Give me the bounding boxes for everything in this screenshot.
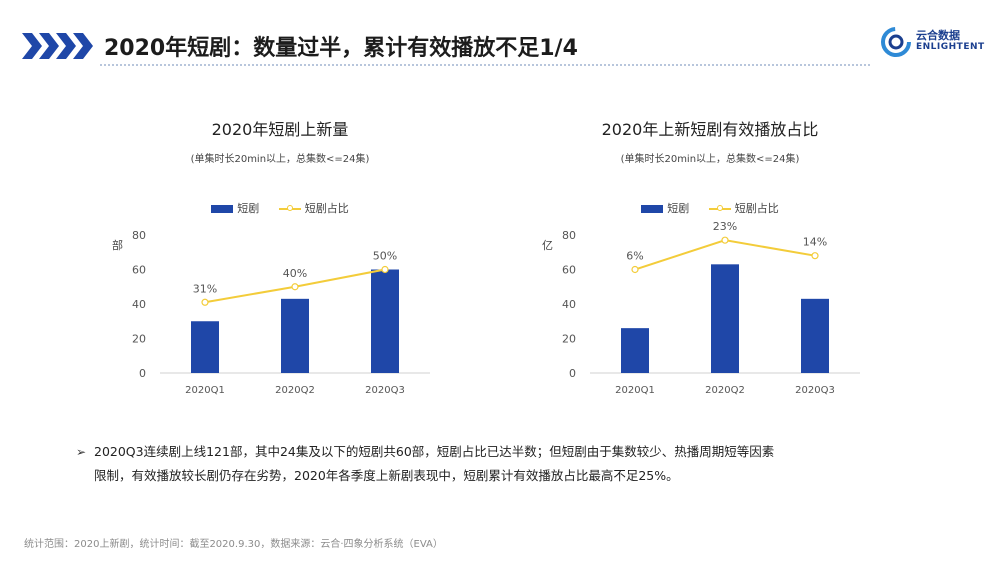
bar xyxy=(621,328,649,373)
chart-plot: 部 80 60 40 20 0 2020Q1 2020Q2 2020Q3 31% 40% 50% xyxy=(112,229,430,396)
y-axis-unit: 部 xyxy=(112,238,123,252)
header: 2020年短剧：数量过半，累计有效播放不足1/4 云合数据 ENLIGHTENT xyxy=(0,0,1000,70)
y-tick-label: 20 xyxy=(562,333,576,346)
summary-line-1: 2020Q3连续剧上线121部，其中24集及以下的短剧共60部，短剧占比已达半数… xyxy=(94,444,775,459)
chart-short-drama-count: 2020年短剧上新量 (单集时长20min以上，总集数<=24集) 短剧 短剧占… xyxy=(90,100,470,410)
chart-title: 2020年上新短剧有效播放占比 xyxy=(601,120,819,139)
page-title: 2020年短剧：数量过半，累计有效播放不足1/4 xyxy=(104,36,578,61)
logo-icon xyxy=(881,27,911,57)
bar xyxy=(371,269,399,373)
y-axis-unit: 亿 xyxy=(542,239,553,252)
bar xyxy=(711,264,739,373)
legend-line-swatch xyxy=(278,205,301,211)
y-tick-label: 40 xyxy=(132,298,146,311)
legend-bar-swatch xyxy=(211,205,234,213)
y-tick-label: 80 xyxy=(132,229,146,242)
legend-item-line: 短剧占比 xyxy=(708,200,779,216)
bar xyxy=(191,321,219,373)
chart-title: 2020年短剧上新量 xyxy=(211,120,349,139)
x-tick-label: 2020Q1 xyxy=(185,385,225,396)
bar xyxy=(281,298,309,373)
legend-bar-swatch xyxy=(641,205,664,213)
x-tick-label: 2020Q1 xyxy=(615,385,655,396)
y-tick-label: 80 xyxy=(562,229,576,242)
data-label: 50% xyxy=(373,250,397,263)
x-tick-label: 2020Q2 xyxy=(705,385,745,396)
legend-line-swatch xyxy=(708,205,731,211)
line-point xyxy=(291,283,299,291)
data-label: 14% xyxy=(803,236,827,249)
title-divider xyxy=(100,64,870,66)
y-tick-label: 40 xyxy=(562,298,576,311)
line-point xyxy=(811,252,819,260)
bar xyxy=(801,298,829,373)
bullet-arrow-icon: ➢ xyxy=(76,445,87,459)
legend-item-line: 短剧占比 xyxy=(278,200,349,216)
line-point xyxy=(631,265,639,274)
x-tick-label: 2020Q3 xyxy=(795,385,835,396)
legend-line-label: 短剧占比 xyxy=(734,202,779,215)
line-point xyxy=(721,236,729,244)
chart-plot: 亿 80 60 40 20 0 2020Q1 2020Q2 2020Q3 6% 23% 14% xyxy=(542,220,860,396)
legend-line-label: 短剧占比 xyxy=(304,202,349,215)
y-tick-label: 0 xyxy=(569,367,576,380)
data-label: 23% xyxy=(713,220,737,233)
chart-subtitle: (单集时长20min以上，总集数<=24集) xyxy=(620,154,800,165)
chevrons-icon xyxy=(22,33,93,59)
legend-item-bar: 短剧 xyxy=(641,200,689,216)
chart-legend: 短剧 短剧占比 xyxy=(90,200,470,216)
y-tick-label: 60 xyxy=(132,264,146,277)
summary-bullet: ➢ 2020Q3连续剧上线121部，其中24集及以下的短剧共60部，短剧占比已达… xyxy=(76,440,924,488)
x-tick-label: 2020Q2 xyxy=(275,385,315,396)
y-tick-label: 20 xyxy=(132,333,146,346)
y-tick-label: 60 xyxy=(562,264,576,277)
summary-line-2: 限制，有效播放较长剧仍存在劣势，2020年各季度上新剧表现中，短剧累计有效播放占… xyxy=(94,468,679,483)
data-label: 40% xyxy=(283,267,307,280)
legend-item-bar: 短剧 xyxy=(211,200,259,216)
logo-text-en: ENLIGHTENT xyxy=(916,42,985,52)
brand-logo: 云合数据 ENLIGHTENT xyxy=(880,24,990,60)
line-point xyxy=(381,265,389,274)
legend-bar-label: 短剧 xyxy=(667,202,690,215)
x-tick-label: 2020Q3 xyxy=(365,385,405,396)
legend-bar-label: 短剧 xyxy=(237,202,260,215)
data-label: 6% xyxy=(626,250,643,263)
line-point xyxy=(201,298,209,306)
chart-short-drama-play-share: 2020年上新短剧有效播放占比 (单集时长20min以上，总集数<=24集) 短… xyxy=(520,100,900,410)
chart-legend: 短剧 短剧占比 xyxy=(520,200,900,216)
chart-subtitle: (单集时长20min以上，总集数<=24集) xyxy=(190,154,370,165)
y-tick-label: 0 xyxy=(139,367,146,380)
data-label: 31% xyxy=(193,282,217,295)
source-footnote: 统计范围：2020上新剧，统计时间：截至2020.9.30，数据来源：云合·四象… xyxy=(24,539,443,550)
logo-text-cn: 云合数据 xyxy=(916,29,960,42)
